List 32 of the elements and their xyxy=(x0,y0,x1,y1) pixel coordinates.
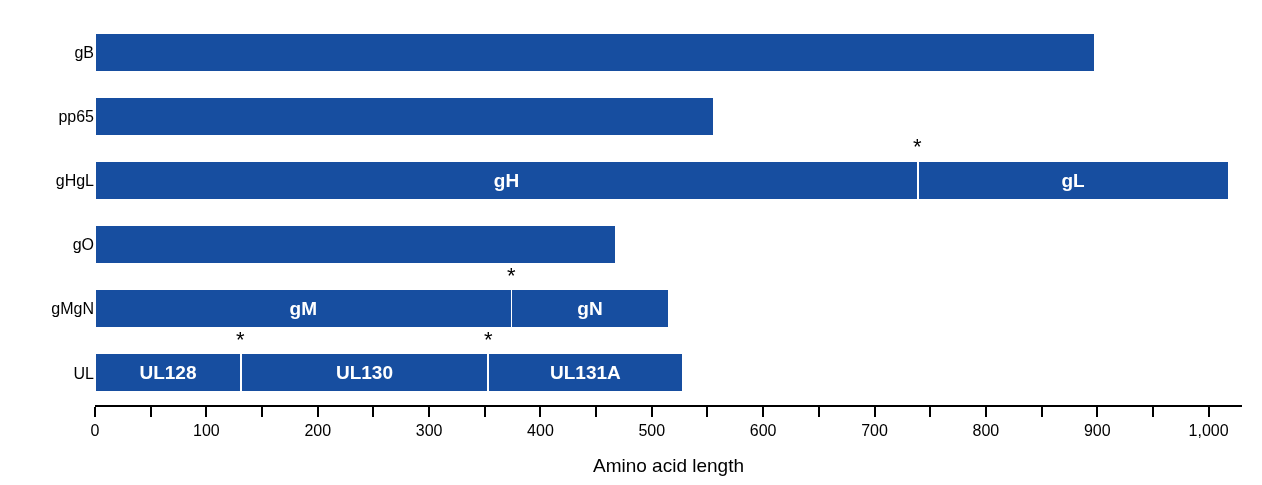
x-tick-label: 300 xyxy=(415,422,443,440)
data-label: gN xyxy=(577,298,603,320)
x-axis-title: Amino acid length xyxy=(592,454,745,476)
x-tick-label: 800 xyxy=(972,422,1000,440)
data-label: gH xyxy=(493,169,520,191)
x-tick-label: 1,000 xyxy=(1188,422,1229,440)
data-label: gM xyxy=(289,298,317,320)
annotation: * xyxy=(507,263,516,288)
x-tick-label: 0 xyxy=(90,422,100,440)
bar xyxy=(95,32,1096,73)
x-tick-label: 500 xyxy=(638,422,666,440)
annotation: * xyxy=(236,327,245,352)
x-tick-label: 200 xyxy=(304,422,332,440)
x-tick-label: 700 xyxy=(861,422,888,440)
annotation: * xyxy=(913,134,922,159)
x-tick-label: 400 xyxy=(527,422,554,440)
x-tick-label: 100 xyxy=(193,422,220,440)
y-tick-label: gO xyxy=(72,236,94,254)
x-tick-label: 900 xyxy=(1083,422,1111,440)
bar xyxy=(95,96,715,137)
y-tick-label: pp65 xyxy=(58,107,95,125)
y-tick-label: gHgL xyxy=(55,172,95,190)
annotation: * xyxy=(484,327,493,352)
y-tick-label: UL xyxy=(73,364,95,382)
x-tick-label: 600 xyxy=(749,422,777,440)
data-label: UL131A xyxy=(550,362,622,384)
data-label: UL130 xyxy=(335,362,394,384)
data-label: gL xyxy=(1061,169,1086,191)
y-tick-label: gMgN xyxy=(51,300,94,318)
bar xyxy=(95,224,617,265)
data-label: UL128 xyxy=(139,362,197,384)
y-tick-label: gB xyxy=(74,43,94,61)
